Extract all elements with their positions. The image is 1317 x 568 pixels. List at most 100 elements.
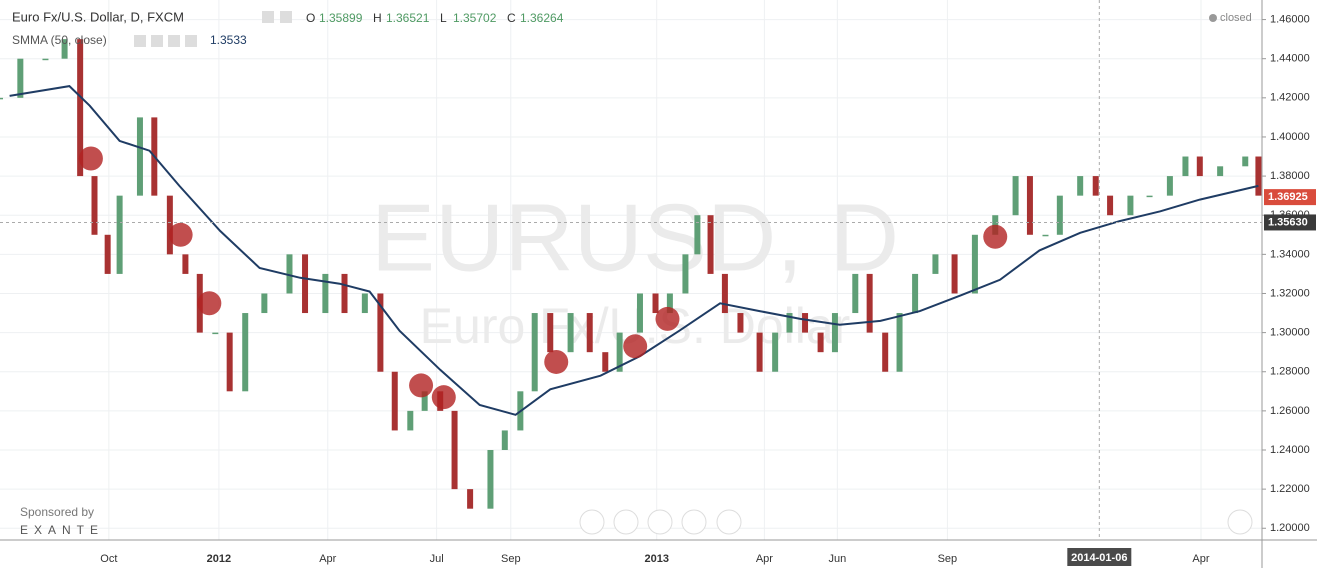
candle xyxy=(391,371,398,431)
x-tick-label: 2012 xyxy=(207,553,231,565)
x-tick-label: Jun xyxy=(828,553,846,565)
signal-marker xyxy=(623,334,648,359)
nav-button[interactable] xyxy=(613,509,639,535)
nav-button[interactable] xyxy=(579,509,605,535)
x-tick-label: Sep xyxy=(938,553,958,565)
candle xyxy=(1127,195,1134,216)
candle xyxy=(531,313,538,392)
candle xyxy=(286,254,293,294)
plot xyxy=(0,0,1262,540)
candle xyxy=(786,313,793,333)
icon[interactable] xyxy=(280,11,292,23)
y-tick-label: 1.28000 xyxy=(1270,366,1310,378)
icon[interactable] xyxy=(262,11,274,23)
candle xyxy=(116,195,123,274)
smma-line xyxy=(9,85,1259,416)
candle xyxy=(772,332,779,372)
price-label-box xyxy=(1264,189,1316,206)
nav-button[interactable] xyxy=(681,509,707,535)
x-tick-label: 2013 xyxy=(644,553,668,565)
signal-marker xyxy=(168,222,193,247)
ohlc-key: H xyxy=(373,11,382,25)
icon[interactable] xyxy=(185,35,197,47)
ohlc-value: 1.36264 xyxy=(520,11,564,25)
candle xyxy=(1196,156,1203,177)
ohlc-key: L xyxy=(440,11,447,25)
candle xyxy=(586,313,593,353)
candle xyxy=(1012,176,1019,216)
indicator-value: 1.3533 xyxy=(210,33,247,47)
ohlc-value: 1.35702 xyxy=(453,11,497,25)
candle xyxy=(166,195,173,255)
candle xyxy=(17,58,24,98)
sponsor-name: EXANTE xyxy=(20,523,104,537)
scroll-button[interactable] xyxy=(1227,509,1253,535)
candle xyxy=(1026,176,1033,235)
candle xyxy=(721,273,728,314)
candle xyxy=(802,313,809,333)
candle xyxy=(407,410,414,431)
candle xyxy=(831,313,838,353)
signal-marker xyxy=(78,146,103,171)
candle xyxy=(77,39,84,177)
signal-marker xyxy=(431,385,456,410)
candle xyxy=(322,273,329,314)
symbol-title: Euro Fx/U.S. Dollar, D, FXCM xyxy=(12,9,184,24)
candle xyxy=(636,293,643,333)
ohlc: O 1.35899 H 1.36521 L 1.35702 C 1.36264 xyxy=(306,11,564,25)
candle xyxy=(896,313,903,372)
x-tick-label: Apr xyxy=(756,553,773,565)
x-tick-label: Apr xyxy=(1192,553,1209,565)
y-tick-label: 1.24000 xyxy=(1270,444,1310,456)
candle xyxy=(421,391,428,411)
candle xyxy=(487,450,494,509)
candle xyxy=(756,332,763,372)
candle xyxy=(341,273,348,314)
nav-button[interactable] xyxy=(647,509,673,535)
candle xyxy=(951,254,958,294)
candle xyxy=(971,234,978,294)
y-tick-label: 1.40000 xyxy=(1270,131,1310,143)
candle xyxy=(136,117,143,196)
status-dot xyxy=(1209,14,1217,22)
candle xyxy=(42,58,49,61)
signal-marker xyxy=(409,373,434,398)
candle xyxy=(242,313,249,392)
x-tick-label: Sep xyxy=(501,553,521,565)
candle xyxy=(1056,195,1063,235)
ohlc-value: 1.36521 xyxy=(386,11,430,25)
candle xyxy=(652,293,659,314)
candle xyxy=(852,273,859,314)
price-label-box xyxy=(1264,214,1316,231)
candle xyxy=(261,293,268,314)
signal-marker xyxy=(544,349,569,374)
candle xyxy=(1146,195,1153,198)
x-tick-label: Jul xyxy=(430,553,444,565)
price-label: 1.36925 xyxy=(1268,191,1308,203)
y-tick-label: 1.22000 xyxy=(1270,483,1310,495)
icon[interactable] xyxy=(168,35,180,47)
icon[interactable] xyxy=(151,35,163,47)
icon[interactable] xyxy=(134,35,146,47)
candle xyxy=(682,254,689,294)
candle xyxy=(882,332,889,372)
signal-marker xyxy=(197,291,222,316)
candle xyxy=(817,332,824,353)
price-label: 1.35630 xyxy=(1268,216,1308,228)
candle xyxy=(912,273,919,314)
candle xyxy=(104,234,111,274)
candle xyxy=(501,430,508,450)
y-tick-label: 1.34000 xyxy=(1270,248,1310,260)
nav-button[interactable] xyxy=(716,509,742,535)
candle xyxy=(302,254,309,314)
candle xyxy=(451,410,458,490)
indicator-name: SMMA (50, close) xyxy=(12,33,107,47)
x-tick-label: Oct xyxy=(100,553,117,565)
candle xyxy=(1242,156,1249,167)
candle xyxy=(666,293,673,314)
candle xyxy=(467,489,474,509)
candle xyxy=(547,313,554,353)
candle xyxy=(1255,156,1262,196)
